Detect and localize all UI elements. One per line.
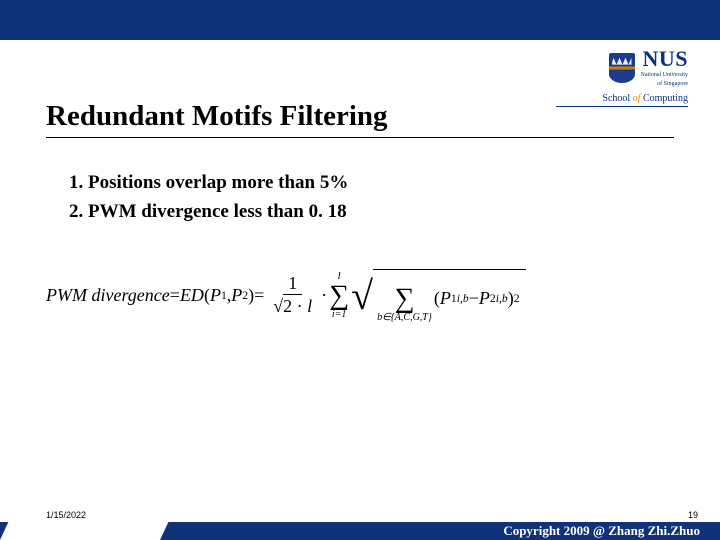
footer: 1/15/2022 19 Copyright 2009 @ Zhang Zhi.… — [0, 502, 720, 540]
footer-bar: Copyright 2009 @ Zhang Zhi.Zhuo — [0, 522, 720, 540]
sum-icon: l ∑ i=1 — [329, 271, 349, 320]
footer-date: 1/15/2022 — [46, 510, 86, 520]
logo-full-1: National University — [641, 72, 689, 79]
sum-icon: ∑ b∈{A,C,G,T} — [377, 274, 432, 323]
logo-full-2: of Singapore — [641, 81, 689, 88]
university-logo: NUS National University of Singapore Sch… — [556, 48, 688, 107]
title-rule — [46, 137, 674, 138]
bullet-list: Positions overlap more than 5% PWM diver… — [60, 168, 720, 227]
list-item: Positions overlap more than 5% — [88, 168, 720, 197]
sqrt-icon: √ — [351, 278, 373, 314]
logo-underline — [556, 106, 688, 107]
school-name: School of Computing — [556, 93, 688, 104]
copyright: Copyright 2009 @ Zhang Zhi.Zhuo — [503, 523, 700, 538]
crest-icon — [609, 53, 635, 83]
top-accent-bar — [0, 0, 720, 40]
footer-page: 19 — [688, 510, 698, 520]
logo-short: NUS — [641, 48, 689, 70]
formula: PWM divergence = ED ( P1 , P2 ) = 1 √2 ·… — [46, 269, 720, 323]
list-item: PWM divergence less than 0. 18 — [88, 197, 720, 226]
